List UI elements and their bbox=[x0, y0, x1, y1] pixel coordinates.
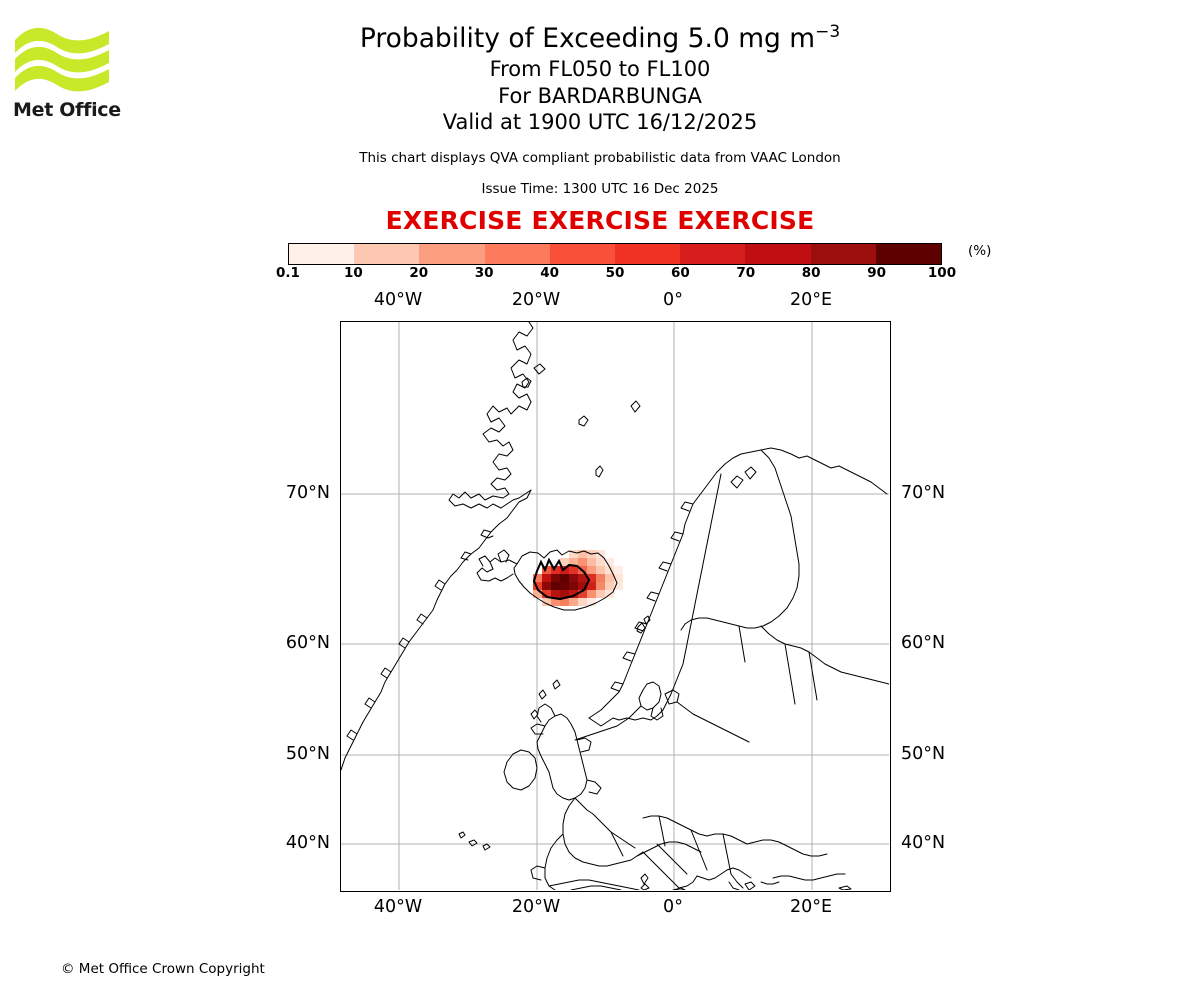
x-axis-bottom-tick-1: 20°W bbox=[511, 897, 561, 917]
colorbar-band-9 bbox=[875, 244, 942, 264]
colorbar-band-2 bbox=[419, 244, 485, 264]
y-axis-left-tick-0: 70°N bbox=[285, 483, 330, 503]
colorbar-band-0 bbox=[289, 244, 355, 264]
colorbar-bands bbox=[288, 243, 942, 265]
subtitle-volcano: For BARDARBUNGA bbox=[498, 83, 702, 108]
y-axis-right-tick-2: 50°N bbox=[901, 744, 946, 764]
map-plot-area bbox=[340, 321, 891, 892]
colorbar-tick-20: 20 bbox=[409, 265, 429, 281]
colorbar-band-4 bbox=[549, 244, 616, 264]
x-axis-top-tick-3: 20°E bbox=[789, 290, 833, 310]
colorbar-tick-10: 10 bbox=[343, 265, 363, 281]
graticule-gridlines bbox=[341, 322, 889, 890]
x-axis-bottom-tick-3: 20°E bbox=[789, 897, 833, 917]
page-title: Probability of Exceeding 5.0 mg m−3 bbox=[130, 22, 1070, 56]
colorbar-unit-label: (%) bbox=[968, 243, 992, 259]
colorbar-tick-100: 100 bbox=[927, 265, 957, 281]
x-axis-top-tick-2: 0° bbox=[663, 290, 683, 310]
x-axis-bottom-tick-2: 0° bbox=[663, 897, 683, 917]
title-exponent: −3 bbox=[815, 22, 841, 43]
met-office-wordmark: Met Office bbox=[13, 99, 121, 121]
qva-compliance-note: This chart displays QVA compliant probab… bbox=[359, 149, 841, 166]
met-office-logo: Met Office bbox=[13, 22, 133, 121]
y-axis-right-tick-0: 70°N bbox=[901, 483, 946, 503]
colorbar-tick-50: 50 bbox=[605, 265, 625, 281]
colorbar-tick-80: 80 bbox=[801, 265, 821, 281]
colorbar-tick-70: 70 bbox=[736, 265, 756, 281]
subtitle-flight-levels: From FL050 to FL100 bbox=[489, 57, 711, 81]
colorbar-band-3 bbox=[484, 244, 550, 264]
colorbar-band-7 bbox=[745, 244, 811, 264]
colorbar-tick-60: 60 bbox=[670, 265, 690, 281]
y-axis-left-tick-3: 40°N bbox=[285, 833, 330, 853]
coastline-paths bbox=[341, 322, 889, 890]
colorbar-tick-30: 30 bbox=[474, 265, 494, 281]
colorbar-tick-40: 40 bbox=[540, 265, 559, 281]
copyright-notice: © Met Office Crown Copyright bbox=[61, 961, 265, 977]
y-axis-left-tick-1: 60°N bbox=[285, 633, 330, 653]
y-axis-right-tick-1: 60°N bbox=[901, 633, 946, 653]
chart-title-block: Probability of Exceeding 5.0 mg m−3 From… bbox=[130, 22, 1070, 236]
ash-cloud-contour-outline bbox=[532, 557, 591, 601]
title-main-text: Probability of Exceeding 5.0 mg m bbox=[359, 23, 816, 54]
colorbar-band-5 bbox=[615, 244, 681, 264]
colorbar-band-6 bbox=[680, 244, 746, 264]
colorbar-tick-90: 90 bbox=[867, 265, 886, 281]
probability-colorbar: 0.1 10 20 30 40 50 60 70 80 90 100 (%) bbox=[276, 243, 991, 287]
colorbar-tick-labels: 0.1 10 20 30 40 50 60 70 80 90 100 bbox=[276, 265, 956, 287]
x-axis-top-tick-0: 40°W bbox=[373, 290, 423, 310]
exercise-banner: EXERCISE EXERCISE EXERCISE bbox=[385, 205, 815, 235]
ash-probability-plume bbox=[533, 550, 623, 606]
y-axis-left-tick-2: 50°N bbox=[285, 744, 330, 764]
issue-time-label: Issue Time: 1300 UTC 16 Dec 2025 bbox=[481, 180, 719, 197]
colorbar-band-1 bbox=[354, 244, 420, 264]
colorbar-tick-0.1: 0.1 bbox=[276, 265, 300, 281]
subtitle-valid-time: Valid at 1900 UTC 16/12/2025 bbox=[442, 110, 758, 134]
colorbar-band-8 bbox=[810, 244, 876, 264]
map-geography bbox=[341, 322, 889, 890]
y-axis-right-tick-3: 40°N bbox=[901, 833, 946, 853]
x-axis-bottom-tick-0: 40°W bbox=[373, 897, 423, 917]
met-office-wave-mark bbox=[15, 27, 109, 92]
x-axis-top-tick-1: 20°W bbox=[511, 290, 561, 310]
